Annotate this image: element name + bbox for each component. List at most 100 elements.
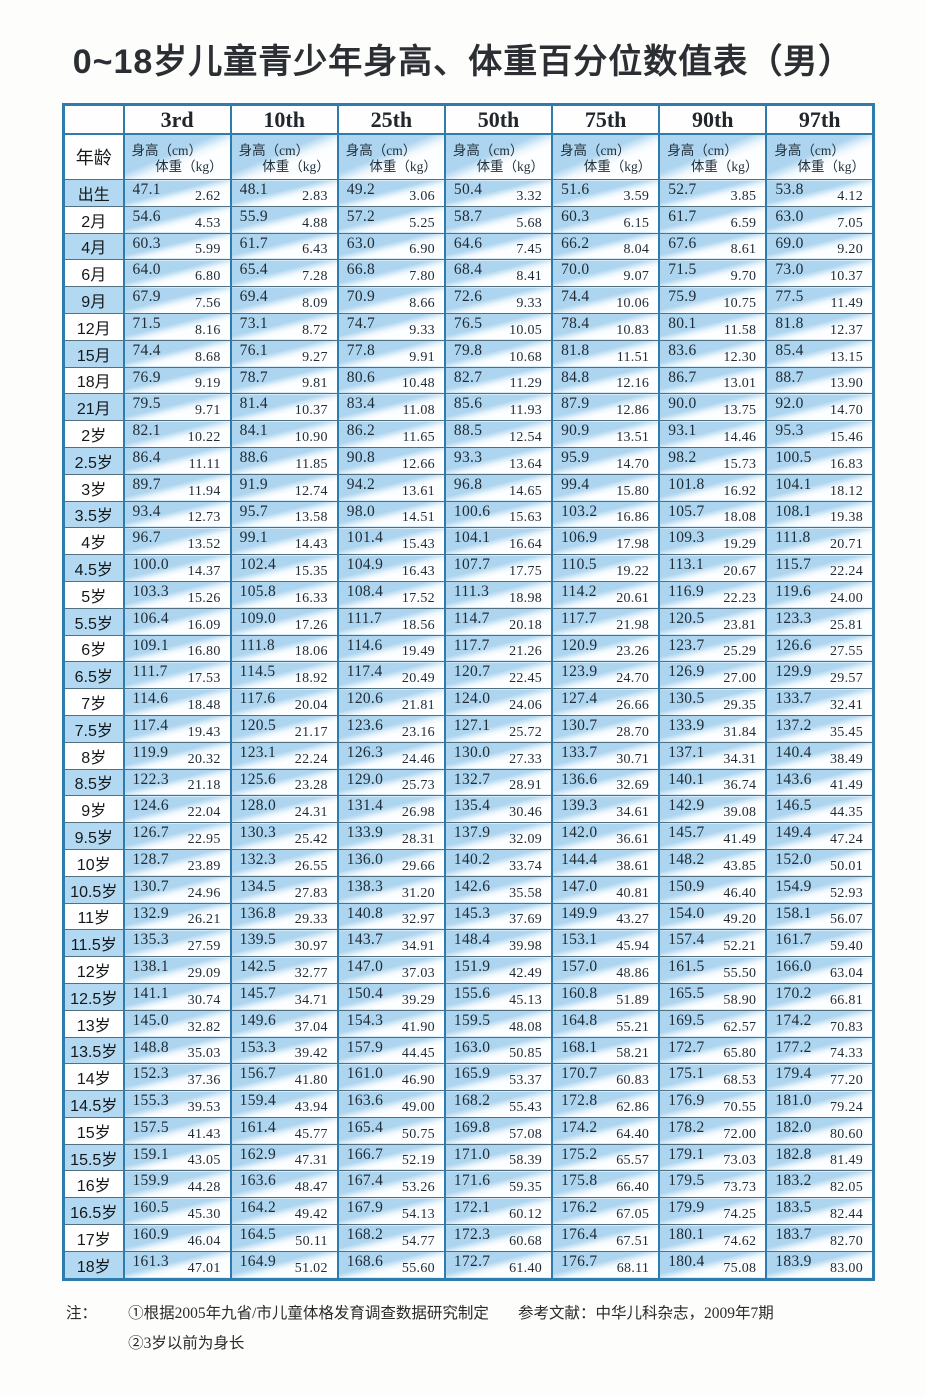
- table-row: 8岁 119.9 20.32 123.1 22.24 126.3 24.46 130.0 27.…: [63, 741, 874, 770]
- weight-value: 25.81: [830, 617, 863, 633]
- data-cell: 111.3 18.98: [443, 580, 553, 609]
- weight-value: 47.24: [830, 831, 863, 847]
- corner-cell: [63, 104, 124, 135]
- height-value: 128.0: [239, 797, 277, 815]
- data-cell: 140.2 33.74: [443, 848, 553, 877]
- height-value: 52.7: [668, 181, 697, 198]
- data-cell: 137.9 32.09: [443, 822, 553, 850]
- height-value: 94.2: [346, 475, 376, 493]
- data-cell: 99.1 14.43: [229, 527, 338, 555]
- height-value: 117.4: [346, 663, 383, 681]
- height-value: 183.9: [775, 1252, 812, 1270]
- height-value: 76.1: [239, 341, 268, 359]
- height-value: 80.1: [668, 314, 697, 332]
- data-cell: 181.0 79.24: [765, 1090, 874, 1118]
- height-value: 127.1: [453, 716, 491, 734]
- data-cell: 109.0 17.26: [229, 607, 338, 636]
- height-value: 128.7: [132, 850, 169, 868]
- data-cell: 115.7 22.24: [765, 554, 874, 582]
- height-value: 158.1: [775, 904, 812, 922]
- weight-unit-label: 体重（kg）: [583, 159, 652, 174]
- height-value: 96.8: [453, 475, 483, 493]
- data-cell: 64.0 6.80: [122, 259, 231, 287]
- weight-value: 20.18: [509, 617, 543, 633]
- data-cell: 154.0 49.20: [658, 902, 767, 930]
- height-value: 148.4: [453, 931, 491, 949]
- data-cell: 145.7 41.49: [658, 822, 767, 850]
- weight-value: 35.58: [509, 885, 543, 901]
- weight-value: 43.05: [187, 1153, 221, 1169]
- weight-value: 29.35: [723, 697, 757, 713]
- height-value: 134.5: [239, 877, 277, 895]
- height-value: 98.2: [668, 448, 697, 466]
- height-value: 140.8: [346, 904, 384, 922]
- weight-value: 20.32: [187, 751, 221, 767]
- data-cell: 172.1 60.12: [443, 1197, 553, 1225]
- weight-value: 21.81: [401, 697, 435, 713]
- data-cell: 132.3 26.55: [229, 848, 338, 877]
- table-row: 3.5岁 93.4 12.73 95.7 13.58 98.0 14.51 100.6 15.6…: [63, 500, 874, 528]
- age-cell: 7.5岁: [63, 714, 124, 743]
- data-cell: 109.3 19.29: [658, 527, 767, 555]
- weight-value: 24.06: [509, 697, 543, 713]
- data-cell: 182.8 81.49: [765, 1143, 874, 1171]
- data-cell: 124.0 24.06: [443, 688, 553, 716]
- data-cell: 98.0 14.51: [336, 500, 445, 528]
- data-cell: 114.5 18.92: [229, 661, 338, 689]
- data-cell: 50.4 3.32: [443, 179, 553, 207]
- data-cell: 80.1 11.58: [658, 312, 767, 341]
- height-value: 179.5: [668, 1172, 705, 1190]
- weight-value: 35.03: [187, 1046, 221, 1062]
- age-cell: 15月: [63, 339, 124, 368]
- data-cell: 82.1 10.22: [122, 420, 231, 448]
- age-cell: 4月: [63, 232, 124, 260]
- weight-value: 9.33: [409, 322, 435, 338]
- height-value: 114.2: [561, 582, 597, 600]
- age-column-header: 年龄: [63, 133, 124, 180]
- weight-value: 10.06: [616, 295, 650, 311]
- height-value: 183.5: [775, 1199, 812, 1217]
- table-row: 15岁 157.5 41.43 161.4 45.77 165.4 50.75 169.8 57…: [63, 1116, 874, 1145]
- data-cell: 81.8 11.51: [551, 339, 660, 368]
- height-value: 183.7: [775, 1226, 812, 1244]
- data-cell: 120.9 23.26: [551, 634, 660, 662]
- data-cell: 103.2 16.86: [551, 500, 660, 528]
- weight-value: 41.49: [723, 831, 757, 847]
- height-value: 180.1: [668, 1226, 705, 1244]
- weight-value: 26.66: [616, 697, 650, 713]
- weight-value: 82.05: [830, 1180, 863, 1196]
- weight-value: 15.80: [616, 483, 650, 499]
- weight-value: 65.57: [616, 1153, 650, 1169]
- height-value: 129.9: [775, 663, 812, 681]
- data-cell: 128.0 24.31: [229, 795, 338, 823]
- data-cell: 81.4 10.37: [229, 393, 338, 421]
- weight-value: 47.01: [187, 1260, 221, 1276]
- weight-value: 23.81: [723, 617, 757, 633]
- height-value: 117.7: [561, 609, 597, 627]
- height-value: 116.9: [668, 582, 705, 600]
- height-value: 142.0: [561, 824, 598, 842]
- weight-value: 12.86: [616, 403, 650, 419]
- weight-value: 31.84: [723, 724, 757, 740]
- weight-value: 58.21: [616, 1046, 650, 1062]
- weight-value: 26.55: [294, 858, 328, 874]
- weight-value: 6.43: [302, 242, 328, 258]
- weight-value: 53.26: [401, 1180, 435, 1196]
- table-row: 9.5岁 126.7 22.95 130.3 25.42 133.9 28.31 137.9 3…: [63, 822, 874, 850]
- weight-value: 11.49: [830, 295, 863, 311]
- weight-value: 59.40: [830, 939, 863, 955]
- height-value: 99.4: [561, 475, 590, 493]
- height-value: 74.7: [346, 314, 376, 332]
- height-value: 181.0: [775, 1092, 812, 1110]
- weight-value: 50.85: [509, 1046, 543, 1062]
- weight-value: 10.22: [187, 429, 221, 445]
- data-cell: 101.4 15.43: [336, 527, 445, 555]
- data-cell: 127.1 25.72: [443, 714, 553, 743]
- data-cell: 179.9 74.25: [658, 1197, 767, 1225]
- weight-value: 8.04: [623, 242, 650, 258]
- weight-value: 39.08: [723, 805, 757, 821]
- data-cell: 111.8 18.06: [229, 634, 338, 662]
- page-title: 0~18岁儿童青少年身高、体重百分位数值表（男）: [72, 43, 854, 81]
- weight-value: 21.26: [509, 644, 543, 660]
- height-value: 179.1: [668, 1145, 705, 1163]
